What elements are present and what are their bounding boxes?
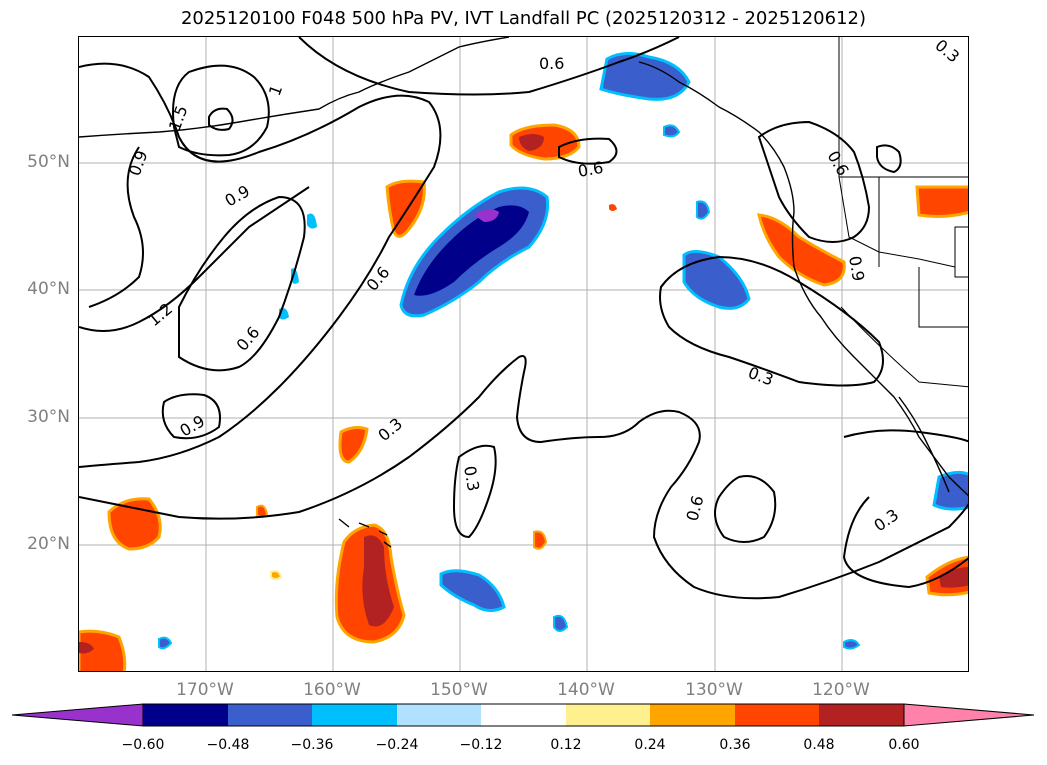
contour-label: 0.3 <box>460 464 483 492</box>
colorbar-tick: −0.48 <box>206 737 250 753</box>
neg-blob-small1 <box>663 124 681 138</box>
pos-blob-nw <box>385 179 426 238</box>
pos-blob-small2 <box>533 530 548 550</box>
contour-label: 0.3 <box>870 505 902 535</box>
pos-blob-sw-core <box>79 642 94 654</box>
colorbar-bar <box>11 703 1035 727</box>
pv-contours <box>79 37 968 600</box>
map-canvas: 0.6 1.5 1 0.9 0.9 1.2 0.6 0.6 0.3 0.3 0.… <box>79 37 968 671</box>
neg-blob-small3 <box>553 614 569 632</box>
lat-label-20n: 20°N <box>27 534 70 554</box>
colorbar-segment <box>397 704 481 726</box>
colorbar-segment <box>312 704 397 726</box>
lon-label-140w: 140°W <box>557 680 615 700</box>
neg-blob-small4 <box>843 639 861 650</box>
neg-blob-oregon-coast <box>682 250 751 310</box>
ivt-fill-negative <box>158 52 968 650</box>
neg-blob-central-core <box>414 205 529 296</box>
colorbar-tick: 0.60 <box>888 737 920 753</box>
colorbar-tick: −0.12 <box>459 737 503 753</box>
colorbar-segment <box>819 704 904 726</box>
colorbar-tick: 0.48 <box>803 737 835 753</box>
colorbar-tick: 0.12 <box>550 737 582 753</box>
lon-label-130w: 130°W <box>685 680 743 700</box>
pos-blob-mex-core <box>939 567 968 588</box>
map-title: 2025120100 F048 500 hPa PV, IVT Landfall… <box>180 8 867 29</box>
contour-label: 0.3 <box>931 37 963 66</box>
contour-label: 0.6 <box>539 54 564 73</box>
contour-label: 0.3 <box>746 363 776 390</box>
neg-blob-small8 <box>291 268 299 284</box>
lat-label-50n: 50°N <box>27 152 70 172</box>
colorbar-segment <box>228 704 312 726</box>
lat-label-40n: 40°N <box>27 279 70 299</box>
colorbar-segment <box>650 704 735 726</box>
colorbar-tick: 0.36 <box>719 737 751 753</box>
neg-blob-small5 <box>158 636 173 650</box>
contour-labels: 0.6 1.5 1 0.9 0.9 1.2 0.6 0.6 0.3 0.3 0.… <box>125 37 963 535</box>
neg-blob-hawaii-e <box>439 569 506 612</box>
lon-label-160w: 160°W <box>303 680 361 700</box>
contour-label: 1 <box>265 82 286 98</box>
neg-blob-gulf-alaska <box>599 52 691 101</box>
lon-label-170w: 170°W <box>176 680 234 700</box>
gridlines <box>79 37 968 671</box>
colorbar-extend-right <box>903 703 1035 727</box>
neg-blob-small2 <box>696 200 711 220</box>
lat-label-30n: 30°N <box>27 407 70 427</box>
pos-blob-pacnw <box>757 213 846 287</box>
contour-label: 0.9 <box>222 181 254 210</box>
contour-label: 0.6 <box>576 158 604 181</box>
colorbar-extend-left <box>11 703 144 727</box>
pos-blob-w <box>107 497 162 551</box>
map-panel[interactable]: 0.6 1.5 1 0.9 0.9 1.2 0.6 0.6 0.3 0.3 0.… <box>78 36 969 672</box>
pos-blob-sw <box>79 629 127 671</box>
colorbar-tick: −0.36 <box>290 737 334 753</box>
lon-label-120w: 120°W <box>812 680 870 700</box>
pos-blob-hawaii-core <box>362 535 394 627</box>
neg-blob-central-purple <box>474 209 499 222</box>
pos-blob-small3 <box>256 504 269 518</box>
pos-blob-small4 <box>270 570 283 580</box>
lon-label-150w: 150°W <box>430 680 488 700</box>
colorbar-segment <box>566 704 650 726</box>
contour-label: 0.3 <box>374 414 406 445</box>
contour-label: 0.9 <box>125 148 152 178</box>
pos-blob-small1 <box>338 426 369 464</box>
coastlines <box>79 37 968 548</box>
neg-blob-small6 <box>307 213 317 229</box>
contour-label: 0.9 <box>845 254 868 282</box>
colorbar-segment <box>143 704 228 726</box>
contour-label: 0.6 <box>683 494 708 524</box>
pos-blob-idaho <box>915 185 968 218</box>
pos-blob-gulf-core <box>519 134 544 151</box>
contour-label: 1.2 <box>144 299 176 330</box>
colorbar-tick: −0.60 <box>121 737 165 753</box>
colorbar: −0.60 −0.48 −0.36 −0.24 −0.12 0.12 0.24 … <box>0 700 1047 760</box>
colorbar-tick: 0.24 <box>634 737 666 753</box>
colorbar-tick: −0.24 <box>375 737 419 753</box>
colorbar-segment <box>481 704 566 726</box>
colorbar-segment <box>735 704 819 726</box>
pos-blob-small5 <box>609 204 617 211</box>
ivt-fill-positive <box>79 123 968 671</box>
neg-blob-baja <box>932 470 968 511</box>
contour-label: 0.6 <box>824 148 853 180</box>
